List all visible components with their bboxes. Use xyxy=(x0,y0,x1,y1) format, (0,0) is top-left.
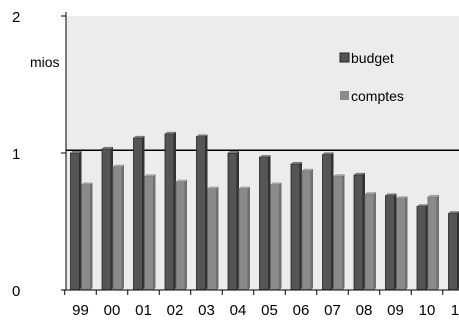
x-tick-label: 04 xyxy=(230,302,247,319)
bar-comptes-02 xyxy=(176,180,187,290)
bar-budget-05 xyxy=(260,155,271,290)
y-tick-label: 1 xyxy=(12,146,20,163)
bar-comptes-09 xyxy=(397,196,408,290)
y-tick-label: 2 xyxy=(12,9,20,26)
bar-comptes-00 xyxy=(113,165,124,290)
x-tick-label: 07 xyxy=(324,302,341,319)
bar-budget-01 xyxy=(134,136,145,290)
x-tick-label: 02 xyxy=(167,302,184,319)
x-tick-label: 10 xyxy=(419,302,436,319)
legend-label-comptes: comptes xyxy=(351,88,404,104)
bar-budget-09 xyxy=(386,193,397,290)
bar-comptes-08 xyxy=(365,192,376,290)
legend-swatch-comptes xyxy=(340,91,349,100)
x-tick-label: 01 xyxy=(135,302,152,319)
y-unit-label: mios xyxy=(30,54,60,70)
bar-comptes-99 xyxy=(82,183,93,290)
x-tick-label: 11 xyxy=(451,302,459,319)
y-tick-label: 0 xyxy=(12,283,20,300)
bar-comptes-06 xyxy=(302,169,313,290)
x-tick-label: 09 xyxy=(387,302,404,319)
bar-budget-00 xyxy=(102,147,113,290)
x-tick-label: 03 xyxy=(198,302,215,319)
x-ticks: 99 00 01 02 03 04 05 06 07 08 09 10 11 xyxy=(65,290,459,319)
x-tick-label: 08 xyxy=(356,302,373,319)
bar-budget-10 xyxy=(417,204,428,290)
bar-comptes-07 xyxy=(334,174,345,290)
x-tick-label: 00 xyxy=(104,302,121,319)
bar-budget-08 xyxy=(354,173,365,290)
x-tick-label: 06 xyxy=(293,302,310,319)
bar-budget-99 xyxy=(71,151,82,290)
bar-budget-02 xyxy=(165,132,176,290)
bar-budget-06 xyxy=(291,162,302,290)
bar-comptes-01 xyxy=(145,174,156,290)
y-ticks: 0 1 2 xyxy=(12,9,66,300)
legend-label-budget: budget xyxy=(351,50,394,66)
bar-budget-11 xyxy=(449,211,459,290)
bar-comptes-05 xyxy=(271,183,282,290)
legend-swatch-budget xyxy=(340,53,349,62)
bar-comptes-04 xyxy=(239,187,250,290)
bar-budget-07 xyxy=(323,152,334,290)
bar-comptes-10 xyxy=(428,195,439,290)
bar-budget-04 xyxy=(228,151,239,290)
x-tick-label: 05 xyxy=(261,302,278,319)
bar-comptes-03 xyxy=(208,187,219,290)
x-tick-label: 99 xyxy=(72,302,89,319)
bar-budget-03 xyxy=(197,135,208,290)
